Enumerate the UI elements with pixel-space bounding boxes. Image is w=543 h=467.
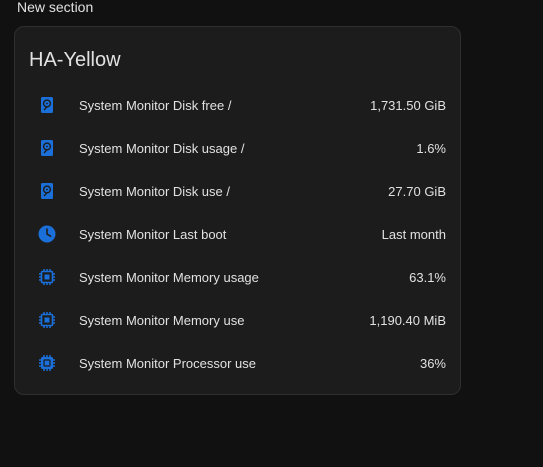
- entity-label: System Monitor Processor use: [79, 356, 257, 371]
- entity-label: System Monitor Disk free /: [79, 98, 232, 113]
- entity-list: System Monitor Disk free / 1,731.50 GiB …: [15, 84, 460, 385]
- memory-icon: [37, 267, 57, 287]
- entity-label: System Monitor Last boot: [79, 227, 227, 242]
- entity-row-last-boot[interactable]: System Monitor Last boot Last month: [15, 213, 460, 256]
- cpu-icon: [37, 353, 57, 373]
- harddisk-icon: [37, 138, 57, 158]
- section-title: New section: [17, 0, 94, 15]
- entities-card: HA-Yellow System Monitor Disk free / 1,7…: [14, 26, 461, 395]
- entity-row-disk-usage[interactable]: System Monitor Disk usage / 1.6%: [15, 127, 460, 170]
- entity-row-disk-use[interactable]: System Monitor Disk use / 27.70 GiB: [15, 170, 460, 213]
- entity-row-memory-usage[interactable]: System Monitor Memory usage 63.1%: [15, 256, 460, 299]
- entity-value: 1,731.50 GiB: [370, 98, 446, 113]
- harddisk-icon: [37, 181, 57, 201]
- entity-value: 1.6%: [416, 141, 446, 156]
- entity-value: Last month: [381, 227, 446, 242]
- card-title: HA-Yellow: [29, 49, 121, 71]
- entity-row-memory-use[interactable]: System Monitor Memory use 1,190.40 MiB: [15, 299, 460, 342]
- entity-value: 27.70 GiB: [388, 184, 446, 199]
- entity-value: 1,190.40 MiB: [369, 313, 446, 328]
- harddisk-icon: [37, 95, 57, 115]
- entity-row-processor-use[interactable]: System Monitor Processor use 36%: [15, 342, 460, 385]
- entity-value: 63.1%: [409, 270, 446, 285]
- entity-label: System Monitor Memory usage: [79, 270, 259, 285]
- entity-label: System Monitor Memory use: [79, 313, 245, 328]
- memory-icon: [37, 310, 57, 330]
- clock-icon: [37, 224, 57, 244]
- entity-value: 36%: [419, 356, 446, 371]
- entity-row-disk-free[interactable]: System Monitor Disk free / 1,731.50 GiB: [15, 84, 460, 127]
- entity-label: System Monitor Disk use /: [79, 184, 230, 199]
- entity-label: System Monitor Disk usage /: [79, 141, 245, 156]
